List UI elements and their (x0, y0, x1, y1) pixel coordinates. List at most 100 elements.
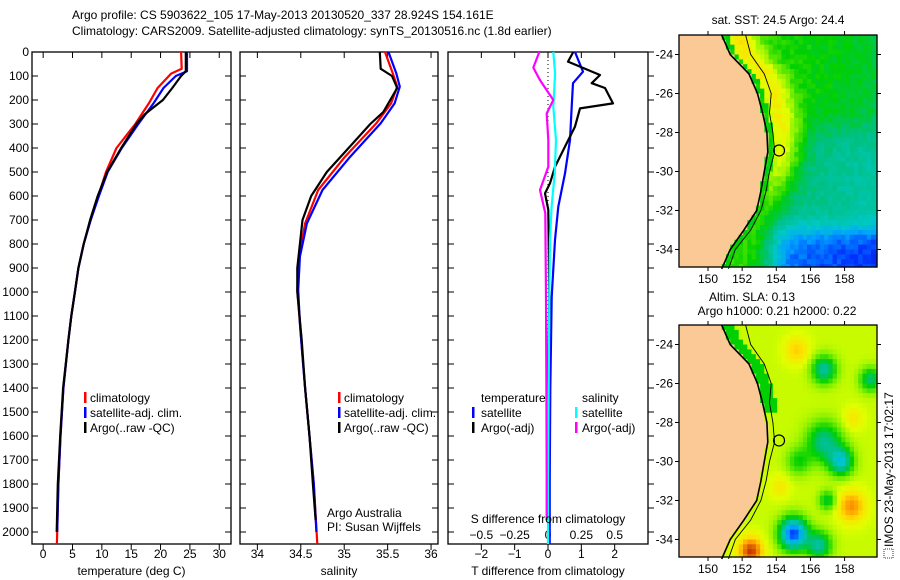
map-cell (854, 191, 859, 197)
map-cell (764, 388, 770, 394)
map-cell (798, 549, 804, 555)
map-cell (819, 495, 825, 502)
map-cell (871, 142, 876, 148)
map-cell (755, 500, 761, 506)
map-cell (871, 117, 876, 124)
map-cell (845, 378, 851, 385)
map-cell (704, 230, 710, 236)
map-cell (751, 239, 757, 246)
map-cell (708, 88, 714, 95)
map-cell (789, 427, 795, 433)
map-cell (849, 427, 855, 433)
map-cell (841, 344, 847, 350)
map-cell (819, 437, 825, 443)
map-cell (781, 471, 787, 477)
map-cell (687, 368, 693, 375)
map-cell (760, 427, 765, 433)
map-cell (708, 127, 714, 134)
map-cell (858, 69, 864, 75)
map-cell (854, 339, 859, 346)
map-cell (691, 215, 697, 221)
map-cell (802, 349, 808, 355)
map-cell (764, 539, 770, 545)
map-cell (743, 220, 748, 226)
map-cell (708, 520, 714, 526)
map-cell (836, 122, 842, 129)
map-cell (836, 349, 842, 355)
map-cell (832, 529, 838, 536)
map-cell (725, 354, 731, 360)
map-cell (772, 166, 778, 173)
map-cell (858, 466, 864, 472)
map-cell (815, 200, 821, 207)
map-cell (824, 398, 829, 404)
map-cell (760, 234, 765, 241)
map-cell (815, 259, 821, 265)
map-cell (747, 200, 753, 207)
map-cell (789, 529, 795, 536)
map-cell (679, 339, 684, 346)
map-cell (807, 132, 812, 138)
map-cell (696, 191, 701, 197)
map-cell (683, 451, 689, 458)
map-cell (871, 398, 876, 404)
map-cell (700, 334, 706, 341)
map-cell (725, 225, 731, 231)
map-cell (772, 225, 778, 231)
map-cell (777, 515, 782, 521)
map-cell (841, 393, 847, 399)
map-cell (704, 64, 710, 70)
map-cell (764, 230, 770, 236)
map-cell (700, 264, 706, 268)
map-cell (819, 349, 825, 355)
map-cell (768, 325, 774, 331)
map-cell (828, 461, 834, 467)
legend-label: climatology (344, 391, 404, 405)
map-cell (687, 161, 693, 168)
map-cell (858, 549, 864, 555)
map-cell (858, 93, 864, 99)
map-cell (730, 137, 736, 143)
map-cell (734, 485, 740, 492)
map-cell (772, 446, 778, 453)
map-cell (781, 432, 787, 438)
map-cell (679, 78, 684, 85)
map-cell (811, 500, 817, 506)
map-cell (691, 329, 697, 336)
map-cell (764, 64, 770, 70)
annotation-pi: PI: Susan Wijffels (327, 520, 421, 534)
map-cell (807, 466, 812, 472)
map-cell (721, 437, 727, 443)
map-cell (764, 69, 770, 75)
map-cell (862, 520, 868, 526)
map-cell (798, 368, 804, 375)
map-cell (828, 471, 834, 477)
map-cell (785, 35, 791, 41)
map-cell (696, 83, 701, 90)
map-cell (845, 88, 851, 95)
map-cell (768, 181, 774, 187)
map-cell (738, 466, 744, 472)
map-cell (725, 373, 731, 380)
map-cell (871, 108, 876, 114)
map-cell (764, 117, 770, 124)
map-cell (798, 166, 804, 173)
map-cell (811, 412, 817, 419)
map-cell (772, 78, 778, 85)
map-cell (828, 373, 834, 380)
map-cell (730, 59, 736, 65)
map-cell (768, 54, 774, 60)
map-cell (768, 186, 774, 192)
map-cell (828, 476, 834, 482)
map-cell (679, 200, 684, 207)
map-cell (794, 195, 800, 202)
map-cell (802, 225, 808, 231)
map-cell (819, 264, 825, 268)
map-cell (811, 200, 817, 207)
map-cell (704, 505, 710, 511)
map-cell (811, 495, 817, 502)
map-cell (789, 403, 795, 409)
map-cell (849, 481, 855, 487)
map-cell (866, 378, 872, 385)
